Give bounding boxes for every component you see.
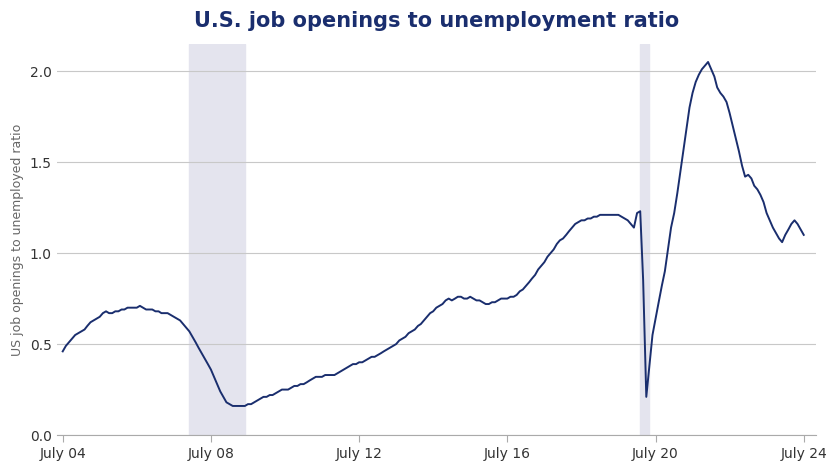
Title: U.S. job openings to unemployment ratio: U.S. job openings to unemployment ratio (194, 11, 679, 31)
Y-axis label: US job openings to unemployed ratio: US job openings to unemployed ratio (11, 123, 24, 355)
Bar (640, 44, 649, 435)
Bar (189, 44, 245, 435)
